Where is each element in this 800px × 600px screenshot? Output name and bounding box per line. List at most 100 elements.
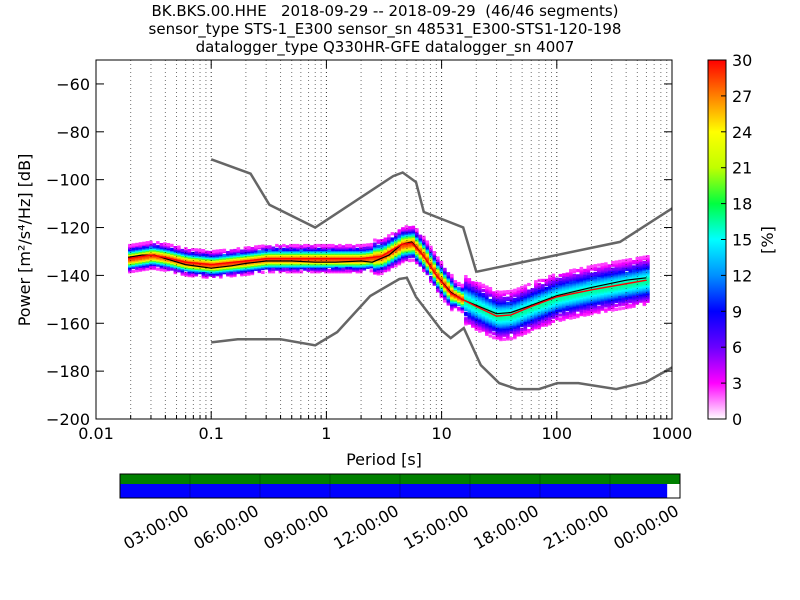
heatmap-cell	[191, 251, 195, 256]
heatmap-cell	[261, 244, 265, 248]
heatmap-cell	[268, 245, 272, 249]
heatmap-cell	[212, 249, 216, 253]
heatmap-cell	[383, 269, 388, 273]
heatmap-cell	[600, 305, 605, 309]
heatmap-cell	[625, 304, 629, 308]
heatmap-cell	[152, 243, 157, 247]
heatmap-cell	[376, 269, 381, 273]
heatmap-cell	[478, 292, 482, 296]
heatmap-cell	[513, 297, 517, 302]
heatmap-cell	[422, 235, 426, 239]
heatmap-cell	[243, 246, 248, 250]
heatmap-cell	[597, 263, 601, 267]
heatmap-cell	[635, 266, 640, 270]
heatmap-cell	[429, 276, 433, 280]
heatmap-cell	[177, 245, 181, 249]
heatmap-cell	[583, 274, 587, 278]
heatmap-cell	[579, 309, 584, 313]
heatmap-cell	[159, 243, 164, 247]
heatmap-cell	[348, 243, 353, 248]
title-line-2: sensor_type STS-1_E300 sensor_sn 48531_E…	[148, 20, 622, 38]
heatmap-cell	[618, 295, 622, 299]
heatmap-cell	[632, 295, 636, 299]
heatmap-cell	[453, 282, 458, 286]
heatmap-cell	[625, 258, 629, 262]
heatmap-cell	[359, 243, 363, 248]
heatmap-cell	[506, 290, 510, 294]
heatmap-cell	[163, 268, 167, 272]
heatmap-cell	[576, 269, 580, 273]
heatmap-cell	[565, 276, 570, 280]
heatmap-cell	[478, 329, 482, 333]
heatmap-cell	[404, 225, 409, 229]
heatmap-cell	[362, 243, 367, 247]
colorbar-tick-label: 18	[732, 195, 752, 214]
heatmap-cell	[142, 241, 146, 245]
heatmap-cell	[600, 301, 605, 305]
heatmap-cell	[131, 269, 136, 273]
heatmap-cell	[509, 337, 514, 341]
heatmap-cell	[135, 246, 139, 250]
heatmap-cell	[583, 309, 587, 313]
heatmap-cell	[201, 271, 206, 275]
heatmap-cell	[621, 302, 626, 306]
heatmap-cell	[243, 249, 248, 253]
heatmap-cell	[478, 318, 482, 323]
heatmap-cell	[625, 291, 629, 295]
heatmap-cell	[544, 278, 549, 282]
heatmap-cell	[565, 305, 570, 309]
heatmap-cell	[590, 264, 594, 268]
heatmap-cell	[345, 268, 349, 273]
heatmap-cell	[586, 272, 591, 276]
heatmap-cell	[513, 328, 517, 332]
heatmap-cell	[296, 243, 300, 248]
heatmap-cell	[149, 245, 153, 249]
heatmap-cell	[593, 266, 598, 270]
heatmap-cell	[513, 288, 517, 292]
heatmap-cell	[436, 256, 440, 260]
heatmap-cell	[156, 267, 160, 271]
heatmap-cell	[509, 325, 514, 329]
heatmap-cell	[481, 283, 486, 287]
heatmap-cell	[299, 245, 304, 249]
heatmap-cell	[590, 305, 594, 309]
heatmap-cell	[345, 243, 349, 248]
heatmap-cell	[226, 272, 230, 276]
x-tick-label: 1	[321, 424, 331, 443]
heatmap-cell	[285, 270, 290, 274]
heatmap-cell	[527, 323, 531, 327]
heatmap-cell	[642, 301, 647, 305]
heatmap-cell	[394, 232, 398, 236]
heatmap-cell	[474, 292, 479, 296]
heatmap-cell	[621, 261, 626, 266]
heatmap-cell	[604, 308, 608, 312]
heatmap-cell	[460, 283, 465, 287]
heatmap-cell	[464, 311, 468, 315]
timeline-tick-label: 03:00:00	[120, 501, 192, 553]
heatmap-cell	[488, 293, 493, 297]
heatmap-cell	[135, 242, 139, 246]
heatmap-cell	[397, 234, 402, 238]
heatmap-cell	[621, 306, 626, 310]
heatmap-cell	[313, 243, 318, 248]
y-tick-label: −180	[46, 362, 90, 381]
heatmap-cell	[611, 261, 615, 265]
heatmap-cell	[569, 269, 573, 273]
heatmap-cell	[198, 248, 202, 252]
heatmap-cell	[569, 316, 573, 320]
heatmap-cell	[261, 270, 265, 274]
heatmap-cell	[429, 252, 433, 256]
heatmap-cell	[558, 273, 563, 278]
heatmap-cell	[380, 244, 384, 248]
heatmap-cell	[170, 247, 174, 251]
heatmap-cell	[520, 292, 524, 296]
heatmap-cell	[639, 256, 643, 260]
mode-curve	[127, 242, 647, 317]
mean-curve	[128, 241, 647, 315]
title-line-1: BK.BKS.00.HHE 2018-09-29 -- 2018-09-29 (…	[151, 2, 619, 20]
heatmap-cell	[345, 266, 349, 270]
heatmap-cell	[387, 236, 391, 240]
heatmap-cell	[443, 299, 447, 303]
heatmap-cell	[551, 313, 556, 317]
heatmap-cell	[401, 227, 405, 231]
